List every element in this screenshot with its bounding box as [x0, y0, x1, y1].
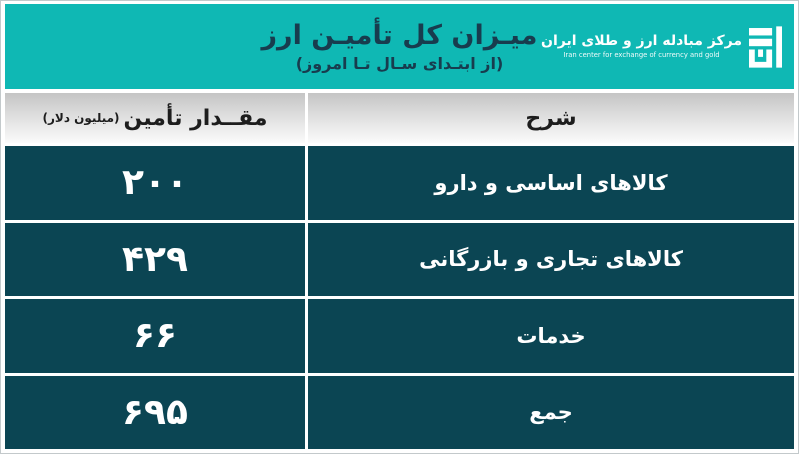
- description-cell: کالاهای اساسی و دارو: [308, 146, 794, 220]
- org-logo: مرکز مبادله ارز و طلای ایران Iran center…: [541, 25, 782, 68]
- amount-cell: ۲۰۰: [5, 146, 305, 220]
- column-header-description: شرح: [308, 93, 794, 143]
- table-header-row: مقــدار تأمین (میلیون دلار) شرح: [5, 93, 794, 143]
- page-subtitle: (از ابتـدای سـال تـا امروز): [295, 53, 504, 73]
- org-name-persian: مرکز مبادله ارز و طلای ایران: [541, 32, 742, 49]
- table-row: ۶۶ خدمات: [5, 299, 794, 373]
- description-cell: جمع: [308, 375, 794, 449]
- table-body: ۲۰۰ کالاهای اساسی و دارو ۴۲۹ کالاهای تجا…: [5, 146, 794, 449]
- description-cell: کالاهای تجاری و بازرگانی: [308, 222, 794, 296]
- amount-header-unit: (میلیون دلار): [42, 111, 120, 125]
- amount-cell: ۶۶: [5, 299, 305, 373]
- description-cell: خدمات: [308, 299, 794, 373]
- amount-cell: ۶۹۵: [5, 375, 305, 449]
- org-logo-mark-icon: [749, 25, 782, 68]
- column-header-amount: مقــدار تأمین (میلیون دلار): [5, 93, 305, 143]
- page-title: میـزان کل تأمیـن ارز: [261, 20, 538, 52]
- table-row: ۴۲۹ کالاهای تجاری و بازرگانی: [5, 222, 794, 296]
- org-name-english: Iran center for exchange of currency and…: [563, 50, 720, 59]
- table-row: ۲۰۰ کالاهای اساسی و دارو: [5, 146, 794, 220]
- amount-header-label: مقــدار تأمین: [123, 105, 268, 131]
- org-logo-text: مرکز مبادله ارز و طلای ایران Iran center…: [541, 32, 742, 60]
- amount-cell: ۴۲۹: [5, 222, 305, 296]
- header-banner: میـزان کل تأمیـن ارز (از ابتـدای سـال تـ…: [5, 4, 794, 89]
- table-row: ۶۹۵ جمع: [5, 375, 794, 449]
- description-header-label: شرح: [525, 105, 577, 131]
